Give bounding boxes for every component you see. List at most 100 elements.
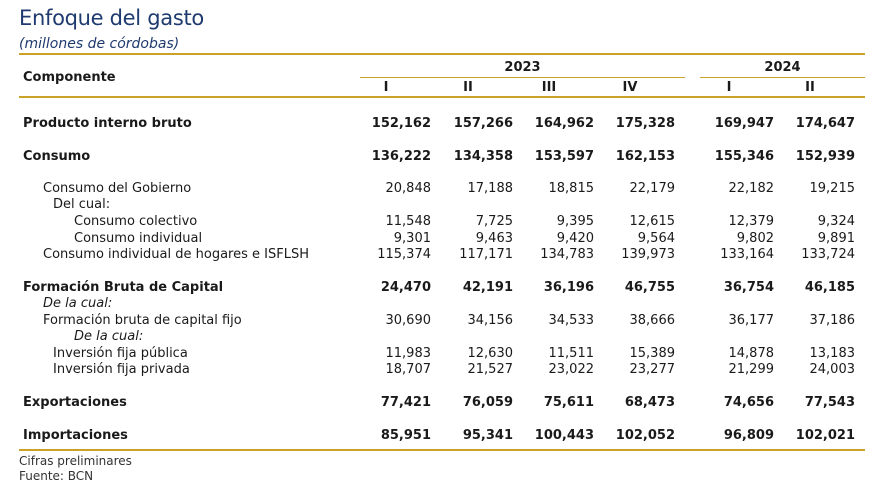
footnote-preliminary: Cifras preliminares	[19, 454, 132, 468]
row-value: 22,182	[728, 181, 775, 196]
quarter-header: I	[383, 80, 389, 95]
row-value: 12,379	[728, 214, 775, 229]
year-2023-rule	[360, 77, 685, 78]
row-label: Inversión fija privada	[53, 362, 190, 377]
page-title: Enfoque del gasto	[19, 6, 204, 30]
row-value: 76,059	[462, 395, 513, 410]
row-value: 23,277	[629, 362, 676, 377]
row-label: Formación Bruta de Capital	[23, 280, 224, 295]
row-value: 9,564	[637, 231, 675, 246]
row-value: 20,848	[385, 181, 432, 196]
row-value: 24,470	[380, 280, 431, 295]
row-label: De la cual:	[43, 296, 113, 311]
row-value: 174,647	[795, 116, 855, 131]
row-value: 152,939	[795, 149, 855, 164]
bottom-rule	[19, 449, 865, 451]
row-label: Formación bruta de capital fijo	[43, 313, 242, 328]
row-value: 46,755	[624, 280, 675, 295]
table-row: Importaciones 85,951 95,341 100,443 102,052 9…	[0, 428, 886, 444]
row-value: 9,420	[556, 231, 594, 246]
row-value: 136,222	[371, 149, 431, 164]
table-row: Formación Bruta de Capital 24,470 42,191 36…	[0, 280, 886, 296]
year-2024-rule	[700, 77, 865, 78]
row-label: Consumo individual de hogares e ISFLSH	[43, 247, 309, 262]
row-value: 11,548	[385, 214, 432, 229]
row-value: 115,374	[377, 247, 431, 262]
row-value: 155,346	[714, 149, 774, 164]
row-label: Consumo del Gobierno	[43, 181, 192, 196]
row-value: 9,395	[556, 214, 594, 229]
row-value: 157,266	[453, 116, 513, 131]
row-value: 85,951	[380, 428, 431, 443]
quarter-header: II	[463, 80, 473, 95]
row-value: 42,191	[462, 280, 513, 295]
table-row: Inversión fija pública 11,983 12,630 11,511…	[0, 346, 886, 362]
quarter-header: I	[726, 80, 732, 95]
row-label: De la cual:	[74, 329, 144, 344]
row-value: 46,185	[804, 280, 855, 295]
table-row: Exportaciones 77,421 76,059 75,611 68,473 74,…	[0, 395, 886, 411]
row-value: 12,615	[629, 214, 676, 229]
row-value: 36,196	[543, 280, 594, 295]
row-value: 18,815	[548, 181, 595, 196]
row-value: 133,724	[801, 247, 855, 262]
row-value: 77,543	[804, 395, 855, 410]
row-value: 18,707	[385, 362, 432, 377]
row-value: 152,162	[371, 116, 431, 131]
row-value: 153,597	[534, 149, 594, 164]
row-value: 21,527	[467, 362, 514, 377]
row-value: 13,183	[809, 346, 856, 361]
row-value: 36,177	[728, 313, 775, 328]
page-subtitle: (millones de córdobas)	[19, 36, 180, 52]
table-row: Consumo 136,222 134,358 153,597 162,153 155,3…	[0, 149, 886, 165]
row-value: 11,511	[548, 346, 595, 361]
row-value: 7,725	[475, 214, 513, 229]
row-value: 21,299	[728, 362, 775, 377]
row-label: Inversión fija pública	[53, 346, 188, 361]
footnote-source: Fuente: BCN	[19, 469, 94, 483]
row-value: 169,947	[714, 116, 774, 131]
quarter-header: III	[541, 80, 557, 95]
row-value: 164,962	[534, 116, 594, 131]
header-rule	[19, 96, 865, 98]
row-value: 38,666	[629, 313, 676, 328]
row-label: Del cual:	[53, 197, 111, 212]
row-value: 139,973	[621, 247, 675, 262]
row-value: 14,878	[728, 346, 775, 361]
quarter-header: IV	[622, 80, 638, 95]
row-label: Consumo	[23, 149, 91, 164]
top-rule	[19, 53, 865, 55]
table-row: De la cual:	[0, 296, 886, 312]
table-row: Consumo individual 9,301 9,463 9,420 9,564 9,…	[0, 231, 886, 247]
row-value: 37,186	[809, 313, 856, 328]
quarter-header: II	[805, 80, 815, 95]
row-value: 74,656	[723, 395, 774, 410]
row-value: 134,358	[453, 149, 513, 164]
row-value: 134,783	[540, 247, 594, 262]
row-value: 133,164	[720, 247, 774, 262]
row-label: Consumo colectivo	[74, 214, 198, 229]
row-value: 30,690	[385, 313, 432, 328]
table-row: Del cual:	[0, 197, 886, 213]
row-value: 100,443	[534, 428, 594, 443]
row-value: 175,328	[615, 116, 675, 131]
row-value: 19,215	[809, 181, 856, 196]
row-value: 162,153	[615, 149, 675, 164]
table-row: Consumo colectivo 11,548 7,725 9,395 12,615 1…	[0, 214, 886, 230]
table-row: Formación bruta de capital fijo 30,690 34,…	[0, 313, 886, 329]
row-value: 11,983	[385, 346, 432, 361]
row-value: 117,171	[459, 247, 513, 262]
row-value: 95,341	[462, 428, 513, 443]
row-label: Consumo individual	[74, 231, 203, 246]
row-value: 9,891	[817, 231, 855, 246]
row-value: 17,188	[467, 181, 514, 196]
row-value: 15,389	[629, 346, 676, 361]
row-value: 36,754	[723, 280, 774, 295]
row-value: 75,611	[543, 395, 594, 410]
row-value: 24,003	[809, 362, 856, 377]
header-year-2024: 2024	[764, 60, 801, 75]
row-value: 22,179	[629, 181, 676, 196]
row-label: Producto interno bruto	[23, 116, 192, 131]
table-row: Consumo individual de hogares e ISFLSH 11…	[0, 247, 886, 263]
row-label: Exportaciones	[23, 395, 127, 410]
